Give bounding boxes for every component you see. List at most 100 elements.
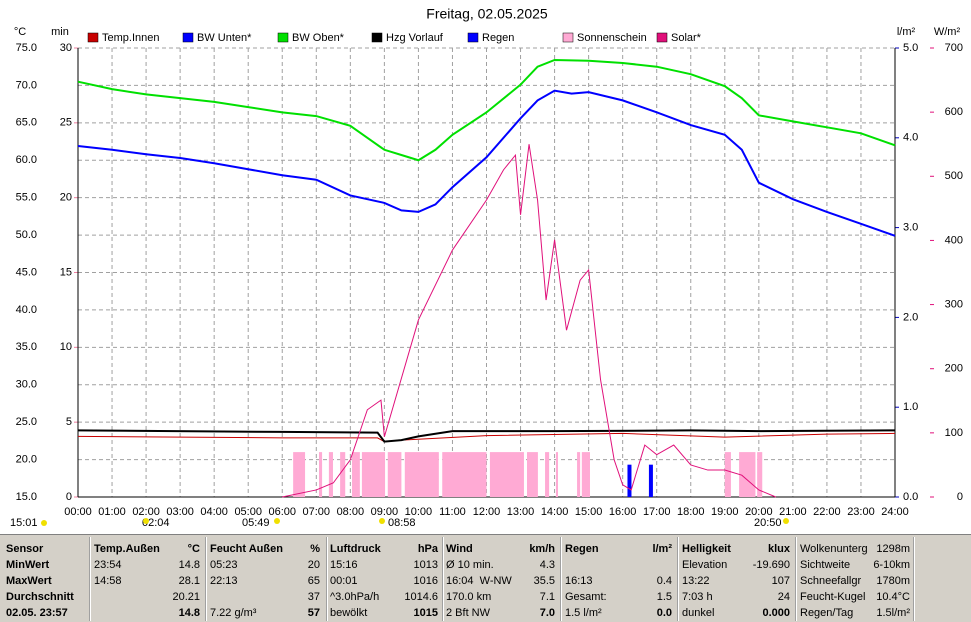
table-cell: Gesamt: [565,591,607,603]
table-cell: Wind [446,543,473,555]
x-tick-label: 04:00 [200,506,228,518]
table-cell: 65 [307,575,320,587]
y-tick-label: 65.0 [16,117,37,129]
legend-label: Hzg Vorlauf [386,32,444,44]
legend-swatch [562,32,574,43]
y3-tick-label: 600 [945,106,963,118]
y4-tick-label: 25 [60,117,72,129]
legend-swatch [371,32,383,43]
x-tick-label: 22:00 [813,506,841,518]
table-cell: 24 [777,591,790,603]
table-cell: 4.3 [539,559,555,571]
sunshine-bar [739,452,756,497]
sun-icon [41,520,47,526]
table-cell: km/h [529,543,555,555]
sunshine-bar [340,452,346,497]
sunshine-bar [361,452,386,497]
sunshine-bar [581,452,590,497]
y-tick-label: 55.0 [16,192,37,204]
y-tick-label: 60.0 [16,154,37,166]
sunshine-bar [352,452,360,497]
y2-tick-label: 1.0 [903,401,918,413]
column-separator [442,537,444,621]
y-tick-label: 25.0 [16,416,37,428]
series-line [77,429,896,443]
x-tick-label: 02:00 [132,506,160,518]
table-cell: Durchschnitt [6,591,74,603]
series-line [282,144,777,498]
y3-tick-label: 700 [945,42,963,54]
series-line [77,432,896,443]
table-cell: 15:16 [330,559,358,571]
x-tick-label: 07:00 [303,506,331,518]
table-cell: 6-10km [873,559,910,571]
table-cell: 1015 [413,607,438,619]
sunshine-bar [328,452,333,497]
table-cell: 1013 [413,559,438,571]
y2-tick-label: 0.0 [903,491,918,503]
table-cell: Elevation [682,559,728,571]
legend-swatch [656,32,668,43]
x-tick-label: 08:00 [337,506,365,518]
y2-unit: l/m² [897,26,916,38]
y4-tick-label: 5 [66,416,72,428]
legend-label: BW Oben* [292,32,345,44]
table-cell: Ø 10 min. [446,559,494,571]
table-cell: 0.0 [656,607,672,619]
y-tick-label: 40.0 [16,304,37,316]
table-cell: dunkel [682,607,715,619]
column-separator [326,537,328,621]
y-tick-label: 30.0 [16,379,37,391]
y3-tick-label: 200 [945,363,963,375]
sunshine-bar [319,452,323,497]
y2-tick-label: 5.0 [903,42,918,54]
legend-swatch [467,32,479,43]
legend-label: Regen [482,32,514,44]
table-cell: 05:23 [210,559,238,571]
x-tick-label: 19:00 [711,506,739,518]
y3-tick-label: 500 [945,170,963,182]
sunshine-bar [442,452,487,497]
table-cell: 37 [307,591,320,603]
table-cell: l/m² [652,543,672,555]
table-cell: bewölkt [330,607,368,619]
y2-tick-label: 2.0 [903,311,918,323]
table-cell: Temp.Außen [94,543,160,555]
y3-unit: W/m² [934,26,961,38]
x-tick-label: 11:00 [439,506,466,518]
column-separator [560,537,562,621]
background [0,0,971,534]
sunshine-bar [404,452,439,497]
table-cell: 13:22 [682,575,710,587]
y2-tick-label: 4.0 [903,132,918,144]
rain-bar [648,464,653,497]
y-tick-label: 50.0 [16,229,37,241]
x-tick-label: 10:00 [405,506,433,518]
time-annotation: 20:50 [754,517,782,529]
table-cell: Luftdruck [330,543,381,555]
sunshine-bar [724,452,731,497]
table-cell: klux [767,543,790,555]
sun-icon [379,518,385,524]
x-tick-label: 18:00 [677,506,705,518]
table-cell: 00:01 [330,575,358,587]
x-tick-label: 14:00 [541,506,569,518]
table-cell: Sensor [6,543,44,555]
y4-tick-label: 10 [60,341,72,353]
y4-unit: min [51,26,69,38]
table-cell: 23:54 [94,559,122,571]
table-cell: 107 [771,575,790,587]
table-cell: Regen [565,543,599,555]
y3-tick-label: 300 [945,298,963,310]
table-cell: 7.22 g/m³ [210,607,257,619]
table-cell: 20.21 [172,591,200,603]
y-tick-label: 45.0 [16,266,37,278]
table-cell: 16:04 W-NW [446,575,512,587]
sunshine-bar [527,452,538,497]
x-tick-label: 16:00 [609,506,637,518]
table-cell: 35.5 [533,575,555,587]
table-cell: 0.000 [762,607,790,619]
sunshine-bar [555,452,558,497]
table-cell: 170.0 km [446,591,492,603]
